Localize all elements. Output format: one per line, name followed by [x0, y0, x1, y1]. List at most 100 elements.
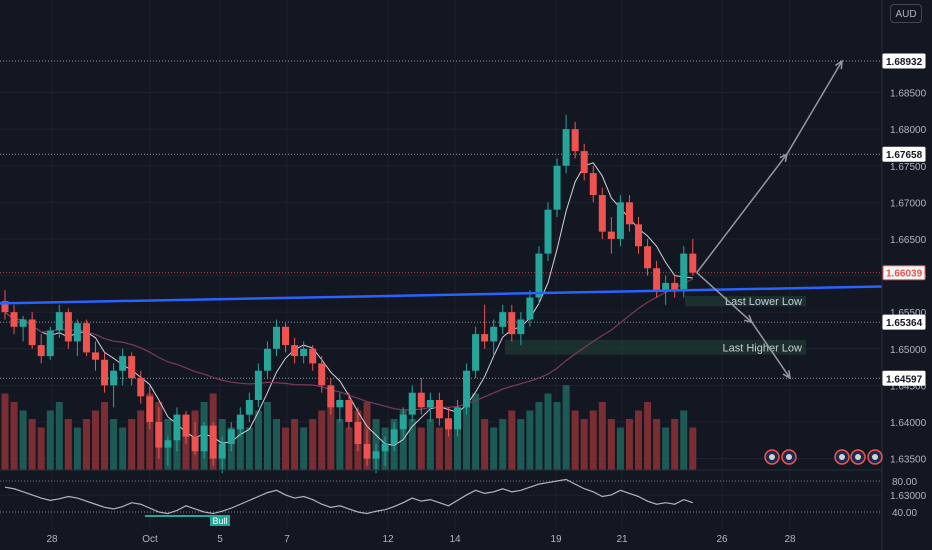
candle-body[interactable]: [209, 425, 217, 459]
volume-bar: [589, 410, 597, 470]
trendline-line[interactable]: [0, 285, 883, 305]
event-icon-dot: [872, 454, 878, 460]
candle-body[interactable]: [625, 202, 633, 225]
candle-body[interactable]: [128, 356, 136, 379]
candle-body[interactable]: [55, 312, 63, 331]
candle-body[interactable]: [19, 319, 27, 327]
price-level-lines: [0, 60, 882, 379]
candle-body[interactable]: [580, 151, 588, 174]
candle-body[interactable]: [481, 334, 489, 342]
candle-body[interactable]: [164, 440, 172, 448]
candle-body[interactable]: [245, 400, 253, 415]
candle-body[interactable]: [454, 407, 461, 430]
candle-body[interactable]: [653, 268, 661, 291]
candle-body[interactable]: [200, 425, 208, 452]
volume-bar: [562, 385, 570, 470]
candle-body[interactable]: [345, 400, 353, 422]
candle-body[interactable]: [463, 370, 471, 408]
candle-body[interactable]: [173, 414, 181, 441]
candle-body[interactable]: [598, 195, 606, 232]
price-axis[interactable]: 1.68500 1.68000 1.67500 1.67000 1.66500 1.660…: [881, 0, 927, 550]
candle-body[interactable]: [417, 392, 425, 408]
volume-bar: [544, 393, 552, 470]
candle-body[interactable]: [1, 301, 9, 313]
candle-body[interactable]: [282, 326, 290, 346]
candle-body[interactable]: [553, 165, 561, 210]
candle-body[interactable]: [327, 385, 335, 408]
candle-body[interactable]: [101, 359, 109, 386]
candle-body[interactable]: [426, 400, 434, 408]
candlesticks[interactable]: [1, 114, 697, 474]
candle-body[interactable]: [607, 231, 615, 239]
candle-body[interactable]: [254, 370, 262, 400]
volume-bar: [28, 419, 36, 470]
candle-body[interactable]: [318, 363, 326, 386]
candle-body[interactable]: [336, 400, 344, 408]
candle-body[interactable]: [499, 312, 507, 327]
candle-body[interactable]: [472, 334, 480, 371]
candle-body[interactable]: [444, 418, 452, 430]
time-axis[interactable]: 28 Oct 5 7 12 14 19 21 26 28: [46, 534, 796, 545]
event-icons[interactable]: [764, 449, 883, 465]
candle-body[interactable]: [10, 312, 18, 327]
volume-bar: [119, 427, 127, 470]
volume-bar: [273, 419, 280, 470]
candle-body[interactable]: [544, 209, 552, 254]
candle-body[interactable]: [37, 345, 45, 357]
candle-body[interactable]: [535, 253, 543, 298]
candle-body[interactable]: [490, 326, 498, 342]
candle-body[interactable]: [381, 443, 389, 452]
candle-body[interactable]: [218, 443, 226, 459]
candle-body[interactable]: [263, 348, 271, 371]
candle-body[interactable]: [46, 330, 54, 357]
candle-body[interactable]: [363, 443, 371, 459]
candle-body[interactable]: [508, 312, 516, 335]
candle-body[interactable]: [309, 348, 317, 364]
candle-body[interactable]: [562, 129, 570, 166]
candle-body[interactable]: [571, 129, 579, 152]
candle-body[interactable]: [589, 173, 597, 196]
candle-body[interactable]: [408, 392, 416, 415]
time-tick-label: 28: [784, 534, 796, 545]
candle-body[interactable]: [291, 345, 299, 357]
candle-body[interactable]: [644, 246, 652, 269]
candle-body[interactable]: [662, 282, 670, 291]
candle-body[interactable]: [616, 202, 624, 239]
candle-body[interactable]: [635, 224, 642, 247]
zone-box[interactable]: [685, 296, 806, 307]
candle-body[interactable]: [146, 396, 154, 422]
candle-body[interactable]: [354, 421, 362, 444]
candle-body[interactable]: [399, 414, 407, 430]
candle-body[interactable]: [137, 378, 145, 397]
candle-body[interactable]: [273, 326, 280, 349]
candle-body[interactable]: [390, 429, 398, 444]
candle-body[interactable]: [300, 348, 308, 357]
trendline[interactable]: [0, 285, 883, 305]
candle-body[interactable]: [73, 323, 81, 342]
candle-body[interactable]: [110, 370, 118, 386]
candle-body[interactable]: [526, 297, 534, 320]
candle-body[interactable]: [155, 421, 163, 448]
candle-body[interactable]: [92, 352, 99, 360]
candle-body[interactable]: [182, 414, 190, 437]
candle-body[interactable]: [680, 253, 688, 291]
candle-body[interactable]: [82, 323, 90, 353]
candle-body[interactable]: [227, 429, 235, 444]
candle-body[interactable]: [671, 282, 679, 291]
projection-arrows[interactable]: [696, 59, 843, 380]
candle-body[interactable]: [64, 312, 72, 342]
candle-body[interactable]: [372, 451, 380, 459]
currency-button[interactable]: AUD: [890, 4, 922, 23]
candle-body[interactable]: [28, 319, 36, 346]
candle-body[interactable]: [435, 400, 443, 419]
candle-body[interactable]: [689, 253, 697, 273]
candle-body[interactable]: [236, 414, 244, 430]
volume-bar: [598, 402, 606, 470]
candle-body[interactable]: [119, 356, 127, 371]
volume-bar: [499, 419, 507, 470]
volume-bar: [625, 419, 633, 470]
candle-body[interactable]: [191, 436, 199, 452]
candle-body[interactable]: [517, 319, 525, 335]
volume-bar: [535, 402, 543, 470]
